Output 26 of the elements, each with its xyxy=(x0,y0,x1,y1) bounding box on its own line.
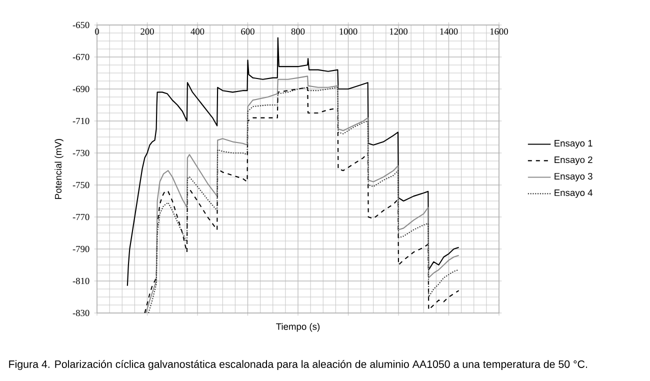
x-tick-label: 1400 xyxy=(440,28,458,35)
x-tick-label: 600 xyxy=(241,28,254,35)
text: Figura 4. Polarización cíclica galvanostática escalonada para la aleación de aluminio AA1050 a una temperatura de 50 °C. xyxy=(9,360,587,370)
x-tick-label: 200 xyxy=(140,28,154,35)
x-tick-label: 0 xyxy=(95,28,99,35)
legend-label: Ensayo 3 xyxy=(554,172,592,182)
y-tick-label: -810 xyxy=(72,278,90,284)
x-tick-label: 400 xyxy=(190,28,204,35)
y-tick-label: -830 xyxy=(72,310,90,316)
y-tick-label: -690 xyxy=(72,86,90,92)
legend-label: Ensayo 1 xyxy=(554,140,592,148)
x-tick-label: 1600 xyxy=(490,28,508,35)
y-axis-title: Potencial (mV) xyxy=(54,138,64,199)
y-tick-label: -670 xyxy=(72,54,90,60)
y-tick-label: -790 xyxy=(72,246,90,252)
y-tick-label: -730 xyxy=(72,150,90,156)
legend-label: Ensayo 4 xyxy=(554,189,592,198)
x-tick-label: 1000 xyxy=(340,28,358,35)
y-tick-label: -770 xyxy=(72,214,90,220)
x-axis-title: Tiempo (s) xyxy=(276,323,320,332)
legend-label: Ensayo 2 xyxy=(554,156,592,165)
y-tick-label: -750 xyxy=(72,182,90,188)
y-tick-label: -710 xyxy=(72,118,90,124)
x-tick-label: 800 xyxy=(291,28,305,35)
x-tick-label: 1200 xyxy=(390,28,408,35)
y-tick-label: -650 xyxy=(72,22,90,28)
